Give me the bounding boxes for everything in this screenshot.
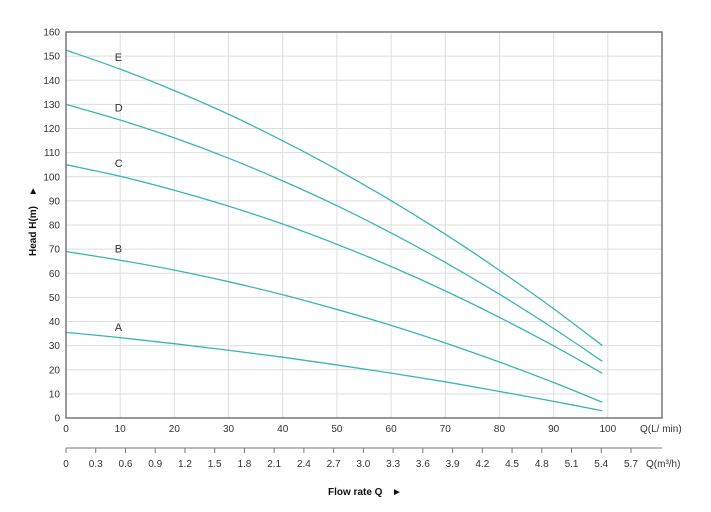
y-tick-label: 50: [49, 293, 61, 304]
x-tick-label: 40: [277, 424, 289, 435]
y-tick-label: 10: [49, 389, 61, 400]
x-axis-title: Flow rate Q ►: [328, 487, 402, 498]
y-tick-label: 130: [43, 100, 60, 111]
x2-tick-label: 1.5: [208, 459, 222, 470]
x2-tick-label: 1.8: [237, 459, 251, 470]
secondary-x-axis: 0 0.3 0.6 0.9 1.2 1.5 1.8 2.1 2.4 2.7 3.0 3.3 3.6 3.9…: [63, 447, 662, 470]
x2-tick-label: 0.3: [89, 459, 103, 470]
y-tick-label: 0: [54, 414, 60, 425]
x2-tick-label: 4.2: [475, 459, 489, 470]
x-axis-label: Flow rate Q: [328, 487, 383, 498]
x-axis-arrow-icon: ►: [392, 487, 402, 498]
x2-tick-label: 4.8: [535, 459, 549, 470]
x-tick-label: 90: [548, 424, 560, 435]
y-axis-label: Head H(m): [28, 206, 39, 256]
curve-A: [65, 331, 603, 412]
x2-tick-label: 5.1: [565, 459, 579, 470]
x2-tick-label: 0.9: [148, 459, 162, 470]
curves: E D C B A: [65, 49, 603, 412]
y-tick-label: 110: [44, 148, 60, 159]
x2-tick-label: 1.2: [178, 459, 192, 470]
y-tick-label: 160: [43, 28, 60, 39]
x-tick-label: 0: [63, 424, 69, 435]
curve-label-B: B: [115, 244, 122, 256]
x2-unit-label: Q(m³/h): [646, 459, 680, 470]
x2-tick-label: 2.1: [267, 459, 281, 470]
curve-C: [65, 164, 603, 374]
y-tick-label: 120: [43, 124, 60, 135]
x2-tick-label: 0.6: [119, 459, 133, 470]
x-tick-label: 80: [494, 424, 506, 435]
y-tick-label: 60: [49, 269, 61, 280]
x2-tick-label: 3.0: [356, 459, 370, 470]
y-tick-label: 140: [43, 76, 60, 87]
x2-tick-label: 3.3: [386, 459, 400, 470]
x-tick-label: 70: [440, 424, 452, 435]
curve-D: [65, 103, 603, 362]
x2-tick-label: 5.4: [594, 459, 608, 470]
x2-tick-label: 4.5: [505, 459, 519, 470]
y-tick-label: 70: [49, 245, 61, 256]
x-tick-label: 50: [331, 424, 343, 435]
y-tick-label: 80: [49, 221, 61, 232]
plot-frame: [65, 31, 663, 419]
x2-tick-label: 2.4: [297, 459, 311, 470]
curve-B: [65, 250, 603, 403]
x2-tick-label: 2.7: [327, 459, 341, 470]
y-tick-label: 30: [49, 341, 61, 352]
curve-label-A: A: [115, 322, 123, 334]
x2-tick-label: 3.6: [416, 459, 430, 470]
grid: [66, 31, 662, 419]
y-tick-label: 40: [49, 317, 61, 328]
x2-tick-label: 3.9: [446, 459, 460, 470]
x-unit-label: Q(L/ min): [640, 424, 682, 435]
x-tick-label: 60: [386, 424, 398, 435]
x-tick-label: 10: [115, 424, 127, 435]
x2-tick-label: 0: [63, 459, 69, 470]
y-axis-arrow-icon: ►: [28, 186, 39, 196]
y-tick-label: 90: [49, 196, 61, 207]
x-tick-label: 20: [169, 424, 181, 435]
x-axis-ticks: 0 10 20 30 40 50 60 70 80 90 100: [63, 424, 616, 435]
y-tick-label: 150: [43, 52, 60, 63]
curve-label-D: D: [115, 103, 123, 115]
curve-E: [65, 49, 603, 347]
y-tick-label: 20: [49, 365, 61, 376]
y-axis-title: Head H(m) ►: [28, 186, 39, 256]
curve-label-E: E: [115, 52, 122, 64]
x2-tick-label: 5.7: [624, 459, 638, 470]
y-axis-ticks: 0 10 20 30 40 50 60 70 80 90 100 110 120 130 140 150 160: [43, 28, 60, 425]
x-tick-label: 100: [599, 424, 616, 435]
x-tick-label: 30: [223, 424, 235, 435]
y-tick-label: 100: [43, 172, 60, 183]
curve-label-C: C: [115, 158, 123, 170]
